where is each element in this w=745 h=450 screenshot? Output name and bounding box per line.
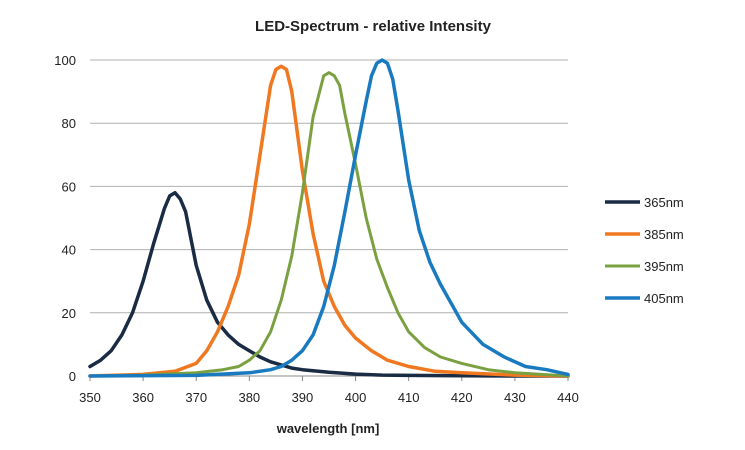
x-axis-ticks: 350 360 370 380 390 400 410 420 430 440: [79, 376, 579, 405]
legend-item-405nm: 405nm: [605, 291, 684, 306]
legend-label: 385nm: [644, 227, 684, 242]
series-line-365nm: [88, 190, 570, 378]
series-lines: [88, 58, 570, 378]
x-tick-label: 350: [79, 390, 101, 405]
legend-item-365nm: 365nm: [605, 195, 684, 210]
x-tick-label: 360: [132, 390, 154, 405]
x-tick-label: 380: [238, 390, 260, 405]
legend-label: 365nm: [644, 195, 684, 210]
y-tick-label: 100: [54, 53, 76, 68]
legend-label: 395nm: [644, 259, 684, 274]
legend-item-395nm: 395nm: [605, 259, 684, 274]
series-line-395nm: [88, 71, 570, 378]
y-tick-label: 40: [62, 243, 76, 258]
x-tick-label: 400: [345, 390, 367, 405]
x-tick-label: 390: [292, 390, 314, 405]
y-axis-ticks: 0 20 40 60 80 100: [54, 53, 76, 384]
y-tick-label: 60: [62, 179, 76, 194]
y-tick-label: 80: [62, 116, 76, 131]
x-axis-label: wavelength [nm]: [276, 421, 380, 436]
series-line-405nm: [88, 58, 570, 378]
legend-item-385nm: 385nm: [605, 227, 684, 242]
series-line-385nm: [88, 64, 570, 378]
legend-label: 405nm: [644, 291, 684, 306]
y-tick-label: 20: [62, 306, 76, 321]
x-tick-label: 410: [398, 390, 420, 405]
x-tick-label: 420: [451, 390, 473, 405]
x-tick-label: 440: [557, 390, 579, 405]
gridlines: [90, 59, 568, 314]
x-tick-label: 430: [504, 390, 526, 405]
legend: 365nm 385nm 395nm 405nm: [605, 195, 684, 306]
y-tick-label: 0: [69, 369, 76, 384]
chart-title: LED-Spectrum - relative Intensity: [255, 18, 492, 35]
x-tick-label: 370: [185, 390, 207, 405]
